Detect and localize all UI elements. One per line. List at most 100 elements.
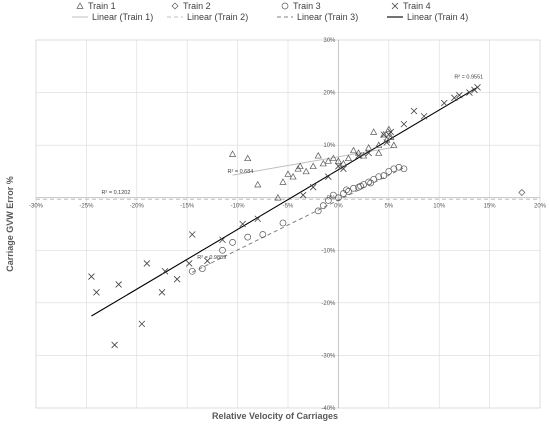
x-tick-label: -20% — [130, 204, 145, 210]
train1-point — [314, 151, 322, 159]
train3-point — [314, 207, 322, 215]
train3-point — [345, 188, 352, 195]
legend-label-fit1: Linear (Train 1) — [92, 12, 153, 22]
y-tick-label: -10% — [321, 248, 336, 254]
legend-label-train1: Train 1 — [88, 1, 116, 11]
train1-point — [375, 149, 383, 156]
train3-point — [343, 186, 350, 194]
x-tick-label: 15% — [484, 204, 497, 210]
train4-point — [365, 149, 372, 157]
train3-point — [390, 165, 398, 173]
legend-label-train3: Train 3 — [293, 1, 321, 11]
point-layer — [88, 84, 526, 349]
legend-label-train4: Train 4 — [403, 1, 431, 11]
train1-point — [365, 144, 373, 151]
train4-point — [204, 257, 211, 265]
train3-point — [324, 196, 332, 204]
train1-point — [244, 154, 252, 162]
train3-point — [188, 267, 196, 275]
train4-point — [158, 289, 166, 296]
train4-point — [143, 260, 151, 267]
train4-point — [466, 89, 473, 96]
x-tick-label: 5% — [384, 204, 393, 210]
y-tick-label: 30% — [323, 38, 336, 44]
train4-point — [474, 84, 481, 91]
train3-point — [244, 233, 252, 241]
train3-point — [219, 246, 226, 254]
train1-point — [344, 154, 353, 162]
train3-point — [229, 239, 236, 246]
legend-label-fit2: Linear (Train 2) — [187, 12, 248, 22]
train4-point — [309, 183, 317, 191]
y-tick-label: -40% — [321, 406, 336, 412]
legend-symbol-train4 — [391, 2, 399, 10]
train3-point — [259, 231, 267, 238]
train1-point — [334, 157, 342, 164]
train4-point — [387, 128, 395, 136]
train4-point — [325, 173, 332, 180]
train1-point — [360, 151, 368, 159]
label-layer: R² = 0.684 R² = 0.1202 R² = 0.9889 R² = 0.9… — [102, 74, 484, 261]
train4-point — [451, 94, 458, 102]
y-tick-label: 20% — [323, 91, 336, 97]
train1-point — [228, 150, 237, 157]
r-squared-label-fit3: R² = 0.9889 — [197, 255, 226, 261]
train3-point — [400, 165, 408, 173]
train4-point — [93, 289, 100, 296]
train4-point — [239, 220, 246, 228]
legend-symbol-train2 — [171, 2, 179, 10]
train3-point — [357, 182, 364, 190]
x-tick-label: -10% — [231, 204, 246, 210]
axis-layer: -30% -25% -20% -15% -10% -5% 0% 5% 10% 15% 20% -40%… — [29, 38, 547, 412]
train1-point — [289, 172, 297, 180]
y-axis-title: Carriage GVW Error % — [5, 176, 15, 272]
train1-point — [274, 193, 282, 201]
train1-point — [380, 130, 388, 138]
train1-point — [349, 146, 358, 154]
train4-point — [219, 236, 226, 244]
train1-point — [390, 141, 398, 148]
train1-point — [329, 154, 337, 162]
train4-point — [380, 131, 388, 138]
train4-point — [111, 341, 118, 349]
train2-point — [518, 188, 526, 196]
train4-point — [383, 139, 391, 146]
train4-point — [185, 260, 193, 267]
y-tick-label: 10% — [323, 143, 336, 149]
legend-label-train2: Train 2 — [183, 1, 211, 11]
legend-symbol-train1 — [76, 2, 84, 9]
train1-point — [370, 128, 378, 135]
train4-point — [188, 231, 196, 238]
trendline-fit4 — [91, 86, 478, 317]
x-tick-label: -15% — [180, 204, 195, 210]
train1-point — [375, 141, 383, 148]
r-squared-label-fit1: R² = 0.684 — [228, 169, 254, 175]
x-axis-title: Relative Velocity of Carriages — [212, 411, 338, 421]
train4-point — [161, 268, 169, 275]
train1-point — [309, 162, 317, 169]
train4-point — [335, 162, 342, 170]
train3-point — [319, 202, 327, 209]
train4-point — [420, 112, 428, 120]
train4-point — [456, 91, 463, 99]
train1-point — [385, 125, 393, 133]
x-tick-label: -25% — [79, 204, 94, 210]
train1-point — [339, 159, 348, 167]
train4-point — [340, 165, 347, 173]
train1-point — [319, 159, 327, 167]
train4-point — [173, 275, 181, 283]
y-tick-label: -30% — [321, 353, 336, 359]
train4-point — [355, 152, 362, 159]
train3-point — [375, 173, 383, 181]
r-squared-label-fit4: R² = 0.9551 — [454, 74, 483, 80]
train1-point — [387, 133, 395, 141]
r-squared-label-fit2: R² = 0.1202 — [102, 190, 131, 196]
legend-label-fit3: Linear (Train 3) — [297, 12, 358, 22]
legend-label-fit4: Linear (Train 4) — [407, 12, 468, 22]
train3-point — [395, 163, 403, 171]
train1-point — [296, 162, 304, 169]
train4-point — [299, 191, 307, 199]
